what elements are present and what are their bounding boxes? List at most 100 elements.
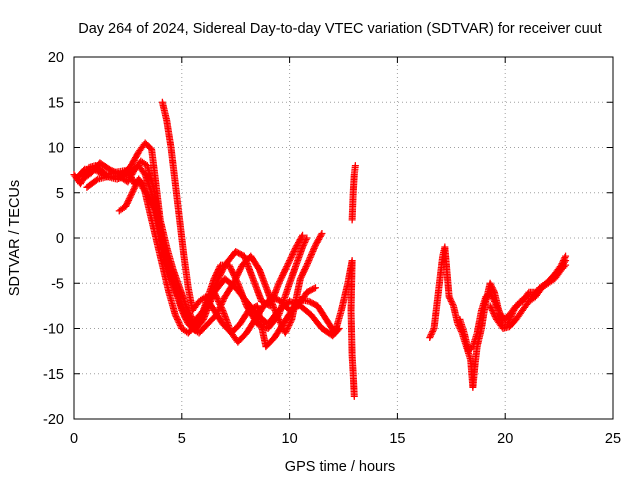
- data-point: [186, 311, 194, 319]
- data-point: [273, 312, 281, 320]
- data-point: [489, 308, 497, 316]
- data-point: [287, 254, 295, 262]
- data-point: [216, 300, 224, 308]
- data-point: [486, 302, 494, 310]
- data-point: [299, 231, 307, 239]
- data-point: [217, 302, 225, 310]
- data-point: [562, 252, 570, 260]
- data-point: [92, 176, 100, 184]
- data-point: [491, 299, 499, 307]
- data-point: [277, 275, 285, 283]
- data-point: [286, 318, 294, 326]
- data-points: [70, 98, 570, 400]
- data-point: [173, 314, 181, 322]
- y-tick-label: 0: [56, 231, 64, 247]
- data-point: [426, 332, 434, 340]
- data-point: [218, 305, 226, 313]
- data-point: [487, 281, 495, 289]
- data-point: [130, 186, 138, 194]
- y-tick-label: -5: [51, 276, 64, 292]
- data-point: [486, 288, 494, 296]
- data-point: [488, 284, 496, 292]
- data-point: [279, 270, 287, 278]
- data-point: [490, 311, 498, 319]
- data-point: [212, 281, 220, 289]
- axis-ticks: 0 5 10 15 20 25 -20 -15 -10 -5 0 5 10 15 20: [43, 50, 621, 447]
- data-point: [235, 267, 243, 275]
- data-point: [125, 196, 133, 204]
- y-tick-label: 20: [48, 50, 64, 66]
- data-point: [303, 234, 311, 242]
- data-point: [304, 260, 312, 268]
- data-point: [560, 255, 568, 263]
- data-point: [123, 199, 131, 207]
- data-point: [281, 267, 289, 275]
- data-point: [560, 263, 568, 271]
- data-point: [286, 257, 294, 265]
- data-point: [303, 261, 311, 269]
- data-point: [286, 255, 294, 263]
- data-point: [212, 279, 220, 287]
- data-point: [126, 193, 134, 201]
- data-point: [286, 320, 294, 328]
- x-tick-label: 0: [70, 431, 78, 447]
- data-point: [493, 303, 501, 311]
- x-tick-label: 5: [178, 431, 186, 447]
- data-point: [133, 180, 141, 188]
- y-tick-label: 15: [48, 95, 64, 111]
- data-point: [171, 311, 179, 319]
- data-point: [236, 266, 244, 274]
- data-point: [233, 272, 241, 280]
- data-point: [219, 264, 227, 272]
- x-tick-label: 10: [282, 431, 298, 447]
- data-point: [304, 258, 312, 266]
- x-axis-label: GPS time / hours: [285, 459, 395, 475]
- x-tick-label: 15: [389, 431, 405, 447]
- data-point: [215, 299, 223, 307]
- data-point: [218, 267, 226, 275]
- data-point: [494, 305, 502, 313]
- data-point: [306, 255, 314, 263]
- data-point: [429, 328, 437, 336]
- data-point: [489, 294, 497, 302]
- data-point: [301, 237, 309, 245]
- y-tick-label: -20: [43, 412, 64, 428]
- data-point: [176, 321, 184, 329]
- data-point: [561, 254, 569, 262]
- data-point: [492, 300, 500, 308]
- data-point: [211, 282, 219, 290]
- data-point: [124, 198, 132, 206]
- data-point: [283, 261, 291, 269]
- data-point: [187, 312, 195, 320]
- data-point: [213, 278, 221, 286]
- data-point: [302, 236, 310, 244]
- data-point: [276, 276, 284, 284]
- data-point: [311, 284, 319, 292]
- data-point: [495, 306, 503, 314]
- y-tick-label: -10: [43, 322, 64, 338]
- data-point: [307, 250, 315, 258]
- data-point: [128, 189, 136, 197]
- data-point: [237, 264, 245, 272]
- data-point: [216, 272, 224, 280]
- data-point: [427, 331, 435, 339]
- data-point: [311, 243, 319, 251]
- data-point: [172, 312, 180, 320]
- data-point: [491, 312, 499, 320]
- data-point: [131, 183, 139, 191]
- data-point: [283, 325, 291, 332]
- data-point: [488, 291, 496, 299]
- x-tick-label: 25: [605, 431, 621, 447]
- data-point: [428, 329, 436, 337]
- data-point: [234, 270, 242, 278]
- data-point: [288, 252, 296, 260]
- data-point: [306, 253, 314, 261]
- data-point: [132, 181, 140, 189]
- data-point: [175, 318, 183, 326]
- data-point: [283, 326, 291, 334]
- data-point: [298, 272, 306, 280]
- data-point: [426, 334, 434, 342]
- data-point: [487, 290, 495, 298]
- data-point: [447, 296, 455, 304]
